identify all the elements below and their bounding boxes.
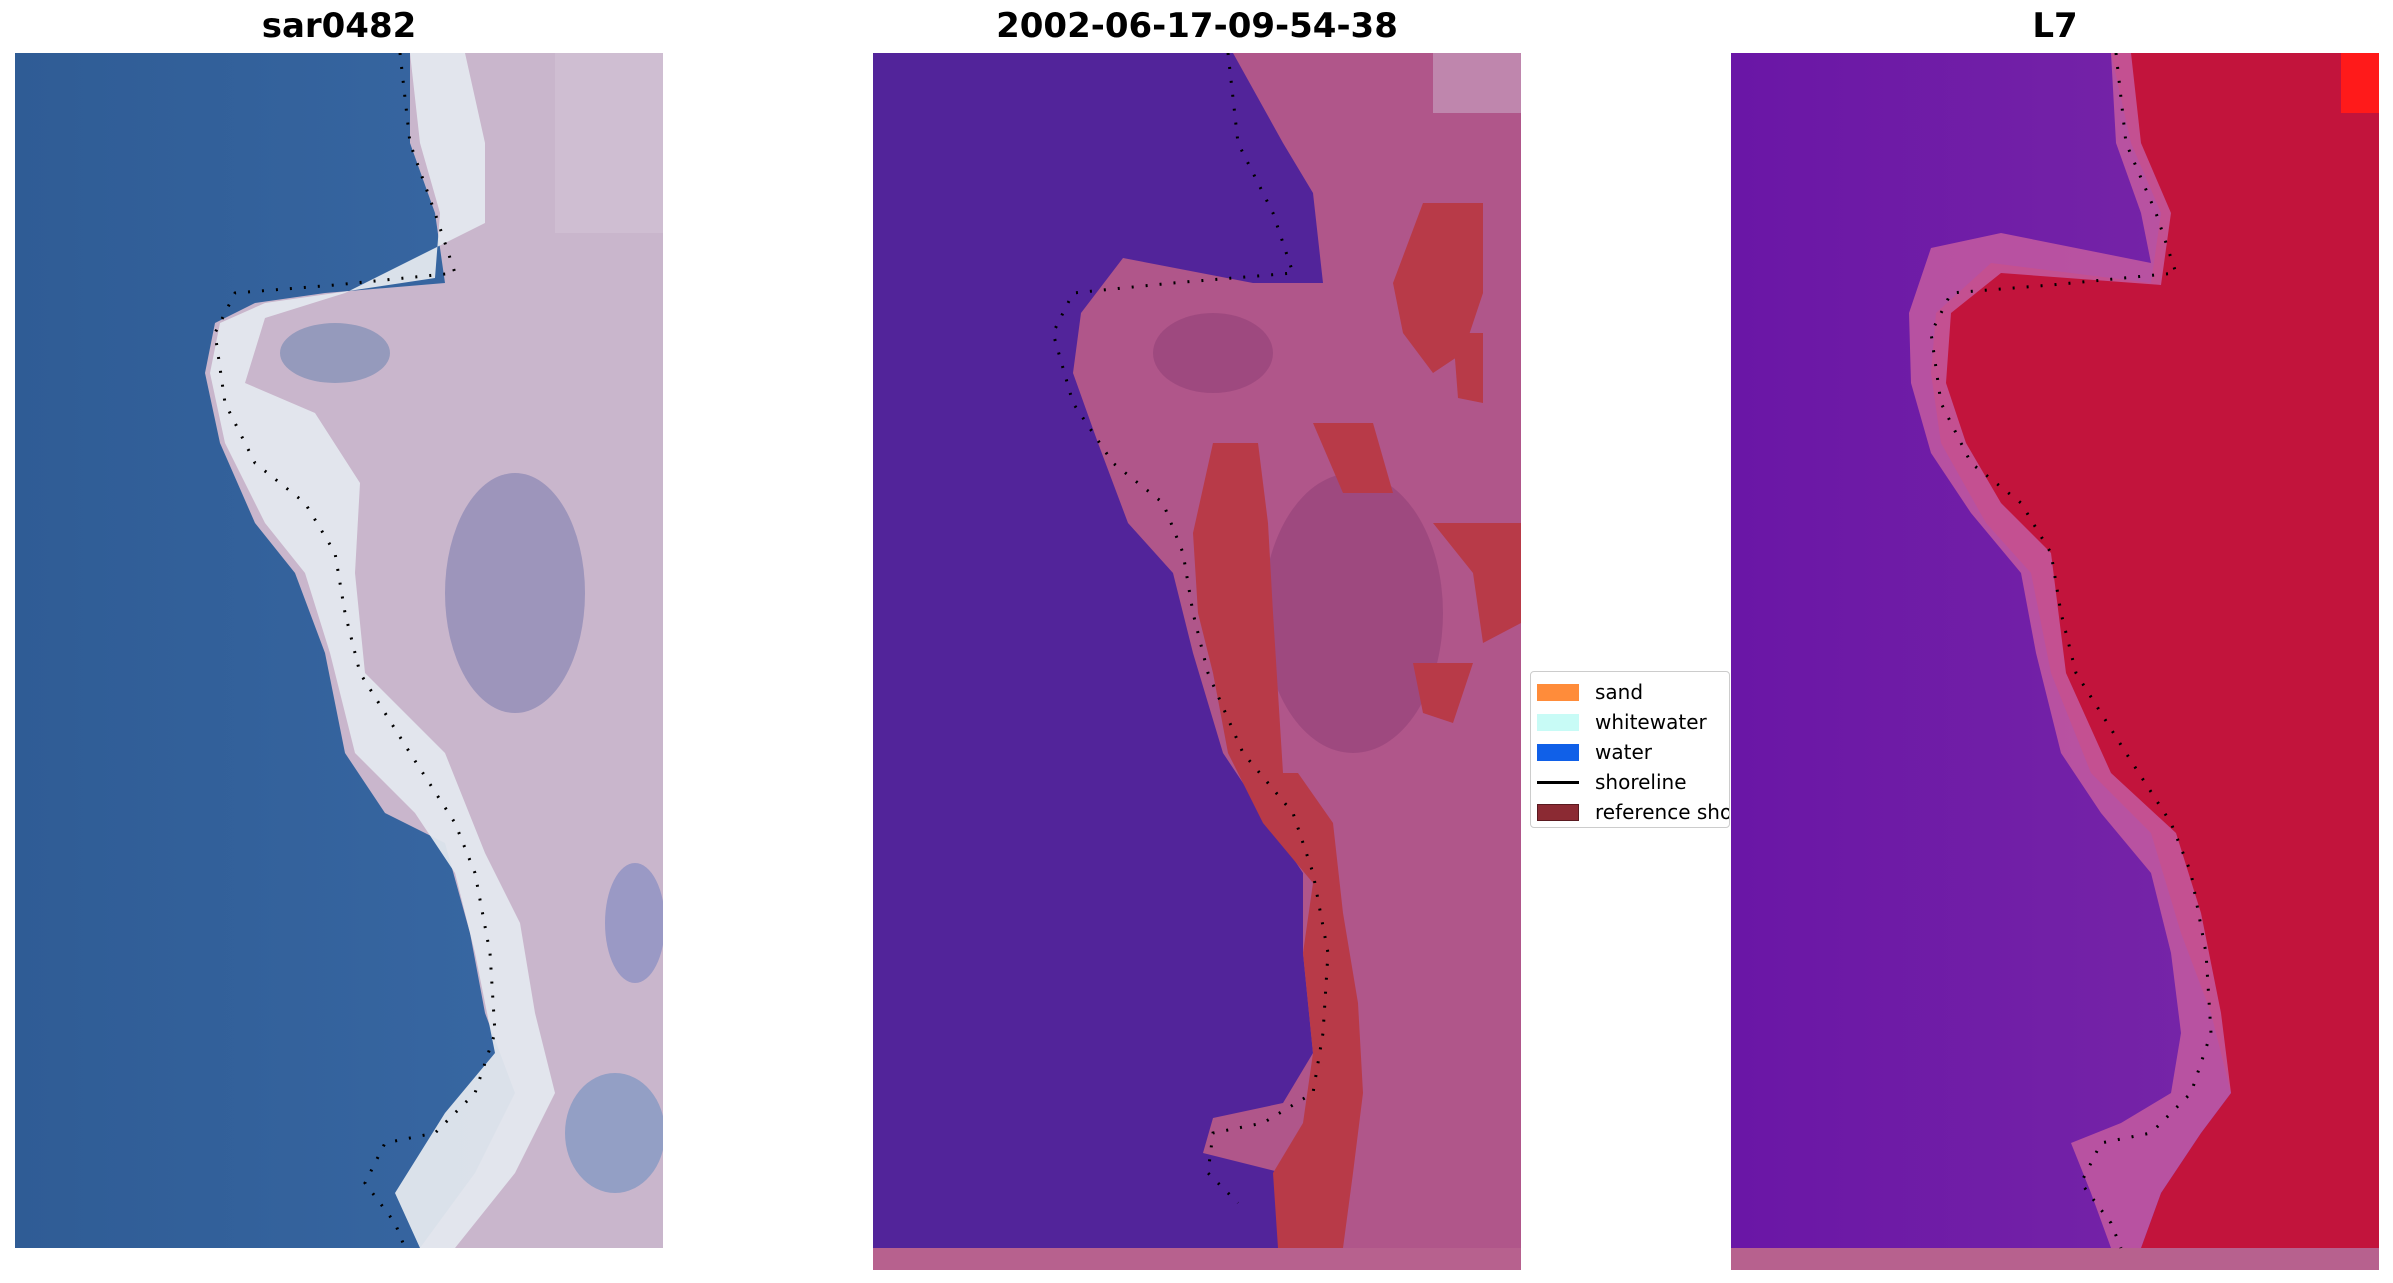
legend-label: reference shoreline <box>1595 800 1729 824</box>
legend-label: shoreline <box>1595 770 1687 794</box>
classification-image <box>873 53 1521 1270</box>
legend-item-water: water <box>1537 740 1652 764</box>
ndwi-image <box>1731 53 2379 1270</box>
legend-item-whitewater: whitewater <box>1537 710 1707 734</box>
shoreline-line-swatch <box>1537 780 1579 784</box>
sand-swatch <box>1537 683 1579 701</box>
rgb-surf-band <box>210 53 555 1248</box>
legend-item-shoreline: shoreline <box>1537 770 1687 794</box>
ndwi-land-area <box>1931 53 2379 1248</box>
ndwi-panel <box>1731 53 2379 1270</box>
reference-shoreline-swatch <box>1537 803 1579 821</box>
legend-label: water <box>1595 740 1652 764</box>
panel-title-rgb: sar0482 <box>261 6 417 46</box>
legend-item-reference-shoreline: reference shoreline <box>1537 800 1729 824</box>
rgb-image-panel <box>15 53 663 1248</box>
legend-label: sand <box>1595 680 1644 704</box>
reference-shoreline-patch <box>1193 443 1363 1248</box>
rgb-image <box>15 53 663 1248</box>
water-swatch <box>1537 743 1579 761</box>
panel-title-classification: 2002-06-17-09-54-38 <box>996 6 1398 46</box>
panel-title-ndwi: L7 <box>2032 6 2078 46</box>
legend-item-sand: sand <box>1537 680 1644 704</box>
whitewater-swatch <box>1537 713 1579 731</box>
legend: sand whitewater water shoreline referenc… <box>1530 671 1730 828</box>
classification-panel <box>873 53 1521 1270</box>
ndwi-transition-band <box>1909 53 2231 1248</box>
legend-label: whitewater <box>1595 710 1707 734</box>
